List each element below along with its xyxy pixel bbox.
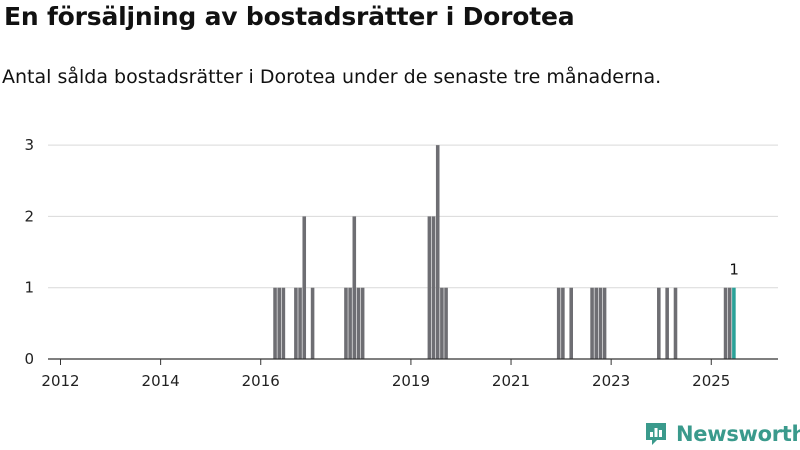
bar-2017-09	[344, 287, 348, 359]
axes	[48, 358, 778, 365]
bar-2024-04	[673, 287, 678, 359]
x-tick-label-2019: 2019	[392, 372, 430, 390]
bar-2023-12	[657, 287, 661, 359]
bar-2017-01	[310, 287, 315, 359]
bar-2016-11	[302, 216, 307, 359]
chart-subtitle: Antal sålda bostadsrätter i Dorotea unde…	[2, 66, 662, 88]
bar-2016-09	[294, 287, 298, 359]
brand-name: Newsworthy	[676, 422, 800, 446]
bar-2022-08	[590, 287, 594, 359]
bar-2017-10	[348, 287, 352, 359]
bar-2016-04	[273, 287, 277, 359]
bar-2022-09	[594, 287, 599, 359]
bar-chart-logo-icon	[646, 423, 666, 445]
bar-2025-04	[723, 287, 728, 359]
y-tick-label-2: 2	[24, 207, 34, 225]
x-tick-label-2021: 2021	[492, 372, 530, 390]
x-tick-label-2016: 2016	[242, 372, 280, 390]
y-tick-label-1: 1	[24, 279, 34, 297]
y-tick-label-0: 0	[24, 350, 34, 368]
bar-2022-01	[561, 287, 565, 359]
bar-2021-12	[556, 287, 561, 359]
bar-2017-11	[352, 216, 357, 359]
x-tick-label-2012: 2012	[41, 372, 79, 390]
bar-2025-05	[727, 287, 732, 359]
bar-2019-07	[435, 145, 440, 359]
bar-2018-01	[360, 287, 365, 359]
bars	[273, 145, 736, 359]
grid-lines	[48, 144, 778, 289]
bar-2016-06	[281, 287, 286, 359]
bar-2016-10	[298, 287, 302, 359]
bar-2016-05	[277, 287, 281, 359]
bar-2022-10	[598, 287, 603, 359]
x-tick-label-2025: 2025	[692, 372, 730, 390]
bar-2022-11	[602, 287, 607, 359]
bar-2019-08	[440, 287, 444, 359]
bar-2019-09	[444, 287, 448, 359]
bar-2022-03	[569, 287, 573, 359]
y-tick-label-3: 3	[24, 136, 34, 154]
bar-2024-02	[665, 287, 669, 359]
bar-2017-12	[356, 287, 361, 359]
bar-2025-06	[732, 287, 736, 359]
data-label-highlight: 1	[729, 261, 739, 279]
chart-title: En försäljning av bostadsrätter i Dorote…	[4, 2, 575, 31]
x-tick-label-2023: 2023	[592, 372, 630, 390]
labels: 0 1 2 3 2012 2014 2016 2019 2021 2023 2025 1	[24, 136, 739, 390]
x-tick-label-2014: 2014	[142, 372, 180, 390]
bar-2019-06	[431, 216, 436, 359]
bar-2019-05	[427, 216, 432, 359]
newsworthy-logo: Newsworthy	[644, 420, 800, 448]
